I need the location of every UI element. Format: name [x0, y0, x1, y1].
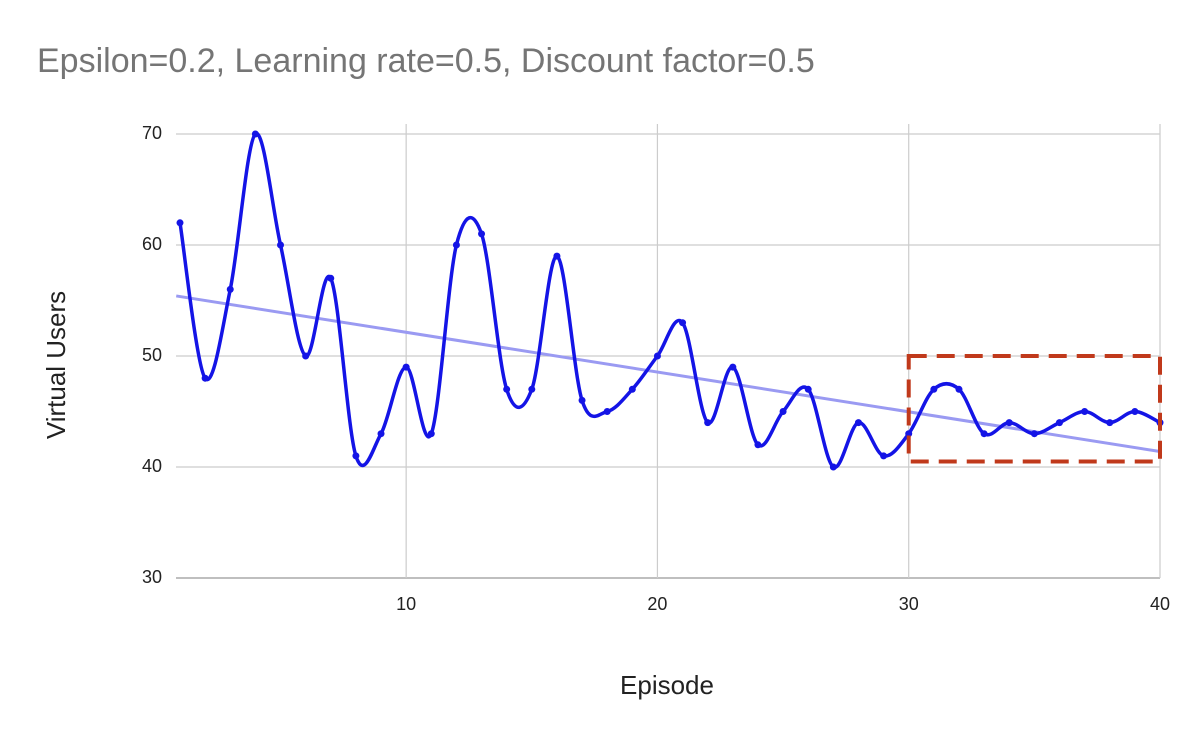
- data-point: [628, 385, 636, 393]
- data-point: [277, 241, 285, 249]
- data-point: [829, 463, 837, 471]
- data-point: [854, 419, 862, 427]
- trendline: [175, 294, 1161, 454]
- data-point: [452, 241, 460, 249]
- highlight-box: [906, 354, 1163, 464]
- data-point: [653, 352, 661, 360]
- y-axis-label: Virtual Users: [41, 291, 71, 439]
- data-point: [302, 352, 310, 360]
- data-point: [528, 385, 536, 393]
- data-point: [427, 430, 435, 438]
- data-point: [1005, 419, 1013, 427]
- y-tick-label: 60: [142, 234, 162, 254]
- y-tick-label: 50: [142, 345, 162, 365]
- data-point: [1081, 408, 1089, 415]
- x-tick-label: 40: [1150, 594, 1170, 614]
- data-point: [603, 408, 611, 415]
- data-point: [905, 430, 913, 438]
- data-point: [503, 385, 511, 393]
- data-point: [352, 452, 360, 460]
- data-point: [980, 430, 988, 438]
- data-point: [1055, 419, 1063, 427]
- data-point: [176, 219, 184, 227]
- x-tick-label: 20: [647, 594, 667, 614]
- y-tick-label: 70: [142, 123, 162, 143]
- data-point: [754, 441, 762, 449]
- x-tick-label: 10: [396, 594, 416, 614]
- x-tick-label: 30: [899, 594, 919, 614]
- data-point: [377, 430, 385, 438]
- line-series: [178, 132, 1161, 469]
- data-point: [679, 319, 687, 327]
- data-point: [880, 452, 888, 460]
- data-point: [729, 363, 737, 371]
- data-point: [1030, 430, 1038, 438]
- data-point: [955, 385, 963, 393]
- data-point: [251, 130, 259, 138]
- data-point: [226, 285, 234, 293]
- data-point: [578, 396, 586, 404]
- data-point: [327, 274, 335, 282]
- x-axis-label: Episode: [620, 670, 714, 700]
- data-point: [779, 408, 787, 415]
- data-point: [201, 374, 209, 382]
- chart-title: Epsilon=0.2, Learning rate=0.5, Discount…: [37, 42, 815, 80]
- data-point: [1106, 419, 1114, 427]
- data-point: [553, 252, 561, 260]
- data-point: [402, 363, 410, 371]
- data-point: [704, 419, 712, 427]
- data-point: [930, 385, 938, 393]
- data-point: [1131, 408, 1139, 415]
- y-tick-label: 40: [142, 456, 162, 476]
- data-point: [478, 230, 486, 238]
- y-tick-label: 30: [142, 567, 162, 587]
- data-point: [804, 385, 812, 393]
